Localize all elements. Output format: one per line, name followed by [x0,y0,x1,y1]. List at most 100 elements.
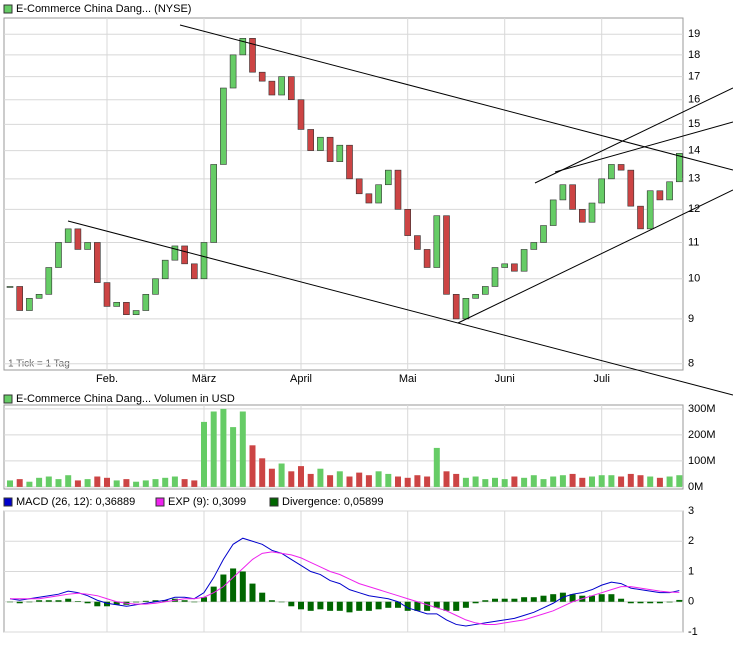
candle [16,286,24,311]
volume-bar [375,471,382,487]
candle [268,80,276,96]
divergence-bar [298,601,304,610]
divergence-bar [7,601,13,603]
volume-bar [501,479,508,487]
divergence-bar [540,595,547,602]
volume-bar [579,477,586,487]
divergence-bar [462,601,469,608]
candle [414,235,421,250]
volume-bar [307,473,314,487]
divergence-bar [84,601,91,604]
candle [249,38,256,73]
volume-bar [569,473,576,487]
volume-bar [26,481,33,487]
candle [588,202,596,223]
candle [656,190,664,201]
volume-bar [443,471,450,487]
candle [123,302,130,315]
volume-bar [656,477,663,487]
volume-bar [559,475,566,487]
y-tick-label: 17 [688,71,700,83]
volume-bar [239,411,246,487]
trend-line [554,121,733,173]
y-tick-label: 0 [688,596,694,608]
candle [326,136,334,162]
divergence-bar [443,601,450,611]
candle [637,205,644,230]
volume-bar [395,476,401,487]
divergence-bar [307,601,314,611]
candle [317,136,324,151]
volume-bar [598,475,605,487]
candle [423,249,431,268]
volume-bar [210,411,217,487]
candle [578,209,586,223]
divergence-bar [220,574,227,602]
volume-bar [7,480,13,487]
candle [103,282,111,307]
divergence-bar [268,600,275,602]
candle [443,215,450,295]
volume-bar [84,479,91,487]
volume-bar [142,480,149,487]
volume-panel [3,404,684,490]
divergence-bar [598,594,605,602]
volume-bar [414,475,421,487]
volume-bar [104,477,110,487]
candle [375,184,382,204]
divergence-bar [608,594,615,602]
candle [84,242,91,250]
divergence-bar [249,583,256,602]
y-tick-label: 100M [688,455,716,467]
divergence-bar [288,601,295,607]
volume-bar [220,408,227,487]
divergence-bar [113,601,120,605]
candle [627,169,635,207]
divergence-bar [133,601,140,603]
divergence-bar [65,598,72,602]
candle [297,99,305,130]
x-tick-label: Mai [399,373,417,385]
divergence-bar [676,599,683,602]
candle [94,242,101,283]
volume-bar [45,476,52,487]
divergence-bar [530,597,537,602]
divergence-bar [482,600,489,602]
divergence-bar [501,598,508,602]
divergence-bar [424,601,431,611]
volume-bar [589,476,595,487]
divergence-bar [385,601,392,608]
volume-bar [550,476,557,487]
volume-bar [404,477,411,487]
candle [491,267,499,287]
divergence-bar [239,571,246,602]
volume-bar [123,479,130,487]
divergence-bar [74,601,81,602]
y-tick-label: 8 [688,358,694,370]
y-tick-label: 14 [688,145,700,157]
divergence-bar [55,600,62,602]
divergence-bar [45,600,52,602]
divergence-bar [589,595,595,602]
trend-line [534,87,733,184]
volume-bar [540,479,547,487]
candle [64,228,72,243]
candle [191,263,198,280]
divergence-bar [395,601,401,608]
divergence-bar [36,600,43,602]
candle [666,181,673,201]
volume-bar [482,479,489,487]
volume-bar [608,475,615,487]
divergence-bar [201,597,207,602]
candle [675,153,683,183]
legend-label: EXP (9): 0,3099 [168,496,246,508]
divergence-bar [191,601,198,603]
candle [171,245,179,261]
divergence-bar [104,601,110,607]
divergence-bar [618,598,625,602]
legend-label: MACD (26, 12): 0,36889 [16,496,135,508]
candle [307,129,315,151]
candle [26,298,33,311]
volume-bar [327,475,334,487]
volume-bar [65,475,72,487]
